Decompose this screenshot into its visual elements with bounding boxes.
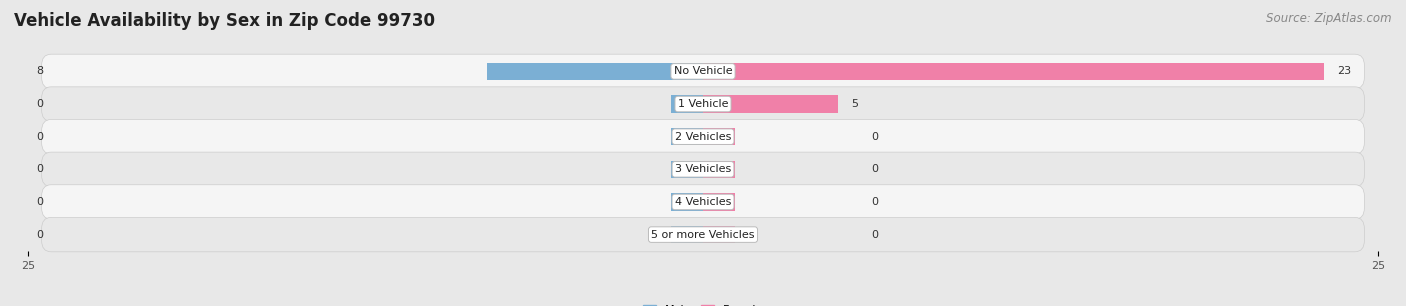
Text: 0: 0 — [37, 230, 44, 240]
Text: 0: 0 — [37, 132, 44, 142]
Bar — [703, 226, 735, 243]
Legend: Male, Female: Male, Female — [638, 300, 768, 306]
FancyBboxPatch shape — [42, 152, 1364, 187]
Text: 8: 8 — [37, 66, 44, 76]
Bar — [671, 193, 703, 211]
Text: 1 Vehicle: 1 Vehicle — [678, 99, 728, 109]
Text: 5 or more Vehicles: 5 or more Vehicles — [651, 230, 755, 240]
Text: 2 Vehicles: 2 Vehicles — [675, 132, 731, 142]
Bar — [671, 128, 703, 145]
Text: 23: 23 — [1337, 66, 1351, 76]
Text: No Vehicle: No Vehicle — [673, 66, 733, 76]
Text: 0: 0 — [37, 99, 44, 109]
Bar — [671, 95, 703, 113]
FancyBboxPatch shape — [42, 119, 1364, 154]
FancyBboxPatch shape — [42, 54, 1364, 89]
Text: 0: 0 — [872, 197, 879, 207]
Text: 0: 0 — [37, 164, 44, 174]
Bar — [703, 161, 735, 178]
Text: 0: 0 — [37, 197, 44, 207]
Text: Vehicle Availability by Sex in Zip Code 99730: Vehicle Availability by Sex in Zip Code … — [14, 12, 434, 30]
Bar — [703, 63, 1324, 80]
Bar — [671, 161, 703, 178]
Bar — [486, 63, 703, 80]
Bar — [703, 193, 735, 211]
Bar — [671, 226, 703, 243]
FancyBboxPatch shape — [42, 217, 1364, 252]
Text: 5: 5 — [852, 99, 859, 109]
Text: Source: ZipAtlas.com: Source: ZipAtlas.com — [1267, 12, 1392, 25]
Text: 0: 0 — [872, 132, 879, 142]
FancyBboxPatch shape — [42, 87, 1364, 121]
Text: 0: 0 — [872, 230, 879, 240]
Text: 4 Vehicles: 4 Vehicles — [675, 197, 731, 207]
Bar — [703, 128, 735, 145]
Text: 0: 0 — [872, 164, 879, 174]
FancyBboxPatch shape — [42, 185, 1364, 219]
Text: 3 Vehicles: 3 Vehicles — [675, 164, 731, 174]
Bar — [703, 95, 838, 113]
